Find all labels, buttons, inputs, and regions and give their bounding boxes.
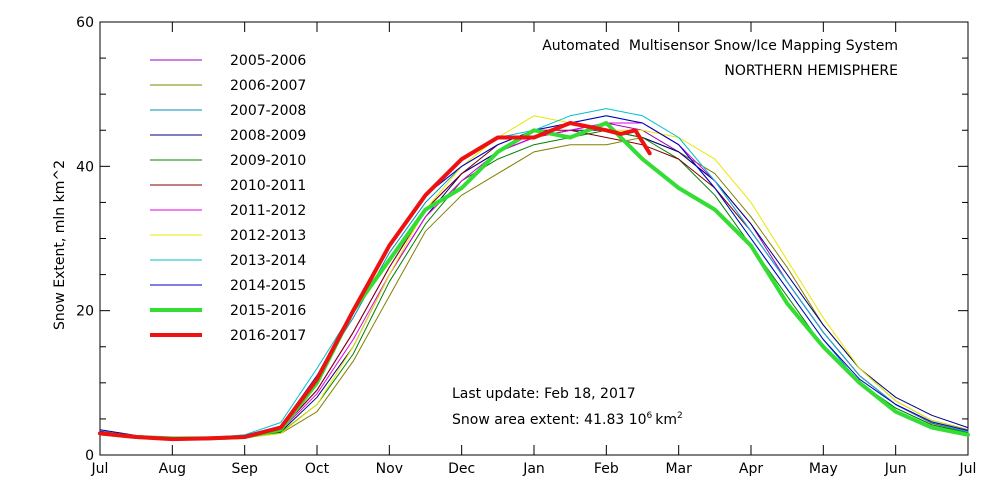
x-tick-label: Oct bbox=[305, 461, 330, 477]
legend-label: 2007-2008 bbox=[230, 103, 306, 119]
y-tick-label: 20 bbox=[76, 304, 94, 320]
legend-label: 2013-2014 bbox=[230, 253, 306, 269]
x-tick-label: Mar bbox=[665, 461, 692, 477]
y-tick-label: 40 bbox=[76, 159, 94, 175]
extent-unit: km bbox=[655, 412, 677, 428]
legend-label: 2014-2015 bbox=[230, 278, 306, 294]
x-tick-label: Jul bbox=[91, 461, 109, 477]
legend-label: 2012-2013 bbox=[230, 228, 306, 244]
x-tick-label: Nov bbox=[376, 461, 403, 477]
extent-exponent: 6 bbox=[647, 411, 653, 421]
extent-annotation: Snow area extent: 41.83 106 km2 bbox=[452, 411, 683, 428]
series-layer bbox=[98, 108, 970, 442]
x-tick-label: Dec bbox=[448, 461, 475, 477]
last-update-annotation: Last update: Feb 18, 2017 bbox=[452, 386, 636, 402]
legend-label: 2010-2011 bbox=[230, 178, 306, 194]
legend-label: 2005-2006 bbox=[230, 53, 306, 69]
legend-label: 2011-2012 bbox=[230, 203, 306, 219]
x-tick-label: May bbox=[809, 461, 838, 477]
series-line-2016-2017 bbox=[98, 121, 652, 442]
x-tick-label: Aug bbox=[159, 461, 186, 477]
chart-title: Automated Multisensor Snow/Ice Mapping S… bbox=[542, 38, 898, 54]
extent-unit-exponent: 2 bbox=[677, 411, 683, 421]
legend-label: 2016-2017 bbox=[230, 328, 306, 344]
legend: 2005-2006 2006-2007 2007-2008 2008-2009 2009… bbox=[150, 53, 306, 344]
x-tick-label: Jun bbox=[884, 461, 907, 477]
legend-label: 2006-2007 bbox=[230, 78, 306, 94]
x-tick-label: Feb bbox=[594, 461, 619, 477]
x-tick-label: Jan bbox=[522, 461, 545, 477]
chart-subtitle: NORTHERN HEMISPHERE bbox=[724, 63, 898, 79]
extent-annotation-value: Snow area extent: 41.83 10 bbox=[452, 412, 647, 428]
legend-label: 2009-2010 bbox=[230, 153, 306, 169]
legend-label: 2008-2009 bbox=[230, 128, 306, 144]
x-tick-label: Sep bbox=[231, 461, 258, 477]
legend-label: 2015-2016 bbox=[230, 303, 306, 319]
y-tick-label: 0 bbox=[85, 448, 94, 464]
x-tick-label: Jul bbox=[959, 461, 977, 477]
y-tick-label: 60 bbox=[76, 15, 94, 31]
axes: 0 20 40 60 Jul Aug Sep Oct Nov Dec Jan Feb Mar Apr May… bbox=[76, 15, 976, 477]
y-axis-label: Snow Extent, mln km^2 bbox=[52, 160, 68, 330]
x-tick-label: Apr bbox=[739, 461, 763, 477]
